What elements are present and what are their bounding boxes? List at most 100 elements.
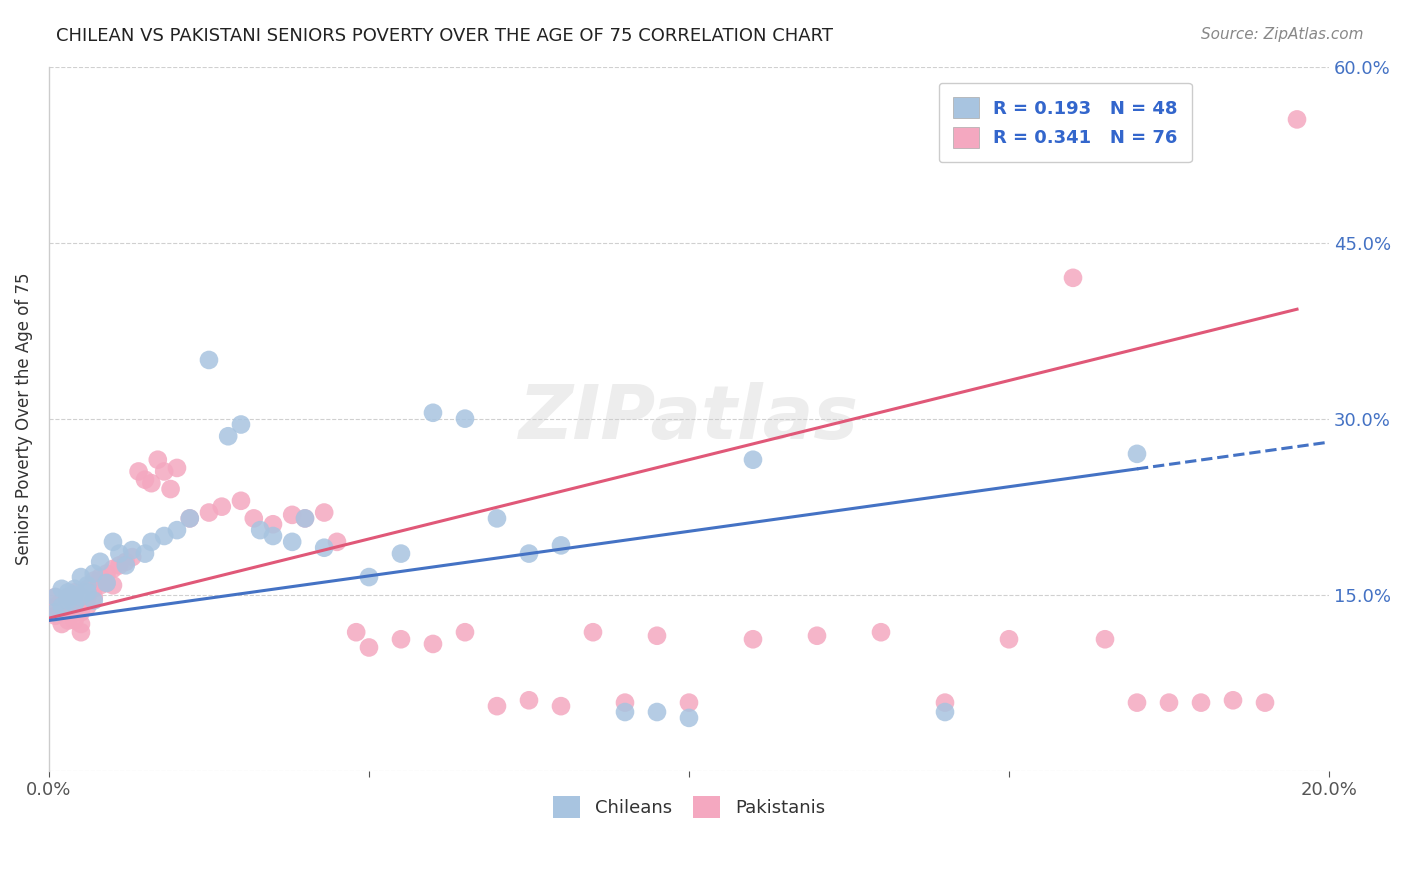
Point (96, 566, 118, 581)
Point (179, 511, 201, 525)
Point (63, 597, 86, 611)
Point (1126, 447, 1149, 461)
Point (870, 625, 893, 640)
Point (1254, 696, 1277, 710)
Point (645, 629, 668, 643)
Point (217, 429, 239, 443)
Point (83, 574, 105, 588)
Point (166, 523, 188, 537)
Point (153, 465, 176, 479)
Point (76, 578, 98, 592)
Point (742, 452, 765, 467)
Point (70, 617, 93, 632)
Y-axis label: Seniors Poverty Over the Age of 75: Seniors Poverty Over the Age of 75 (15, 272, 32, 565)
Point (517, 547, 540, 561)
Point (70, 570, 93, 584)
Point (159, 482, 181, 496)
Point (56, 585, 79, 599)
Point (56, 605, 79, 619)
Point (83, 593, 105, 607)
Point (454, 411, 477, 425)
Point (198, 506, 221, 520)
Point (1285, 112, 1308, 127)
Point (70, 590, 93, 604)
Point (141, 534, 163, 549)
Point (249, 523, 271, 537)
Point (1157, 696, 1180, 710)
Point (83, 566, 105, 581)
Point (96, 576, 118, 591)
Point (281, 534, 304, 549)
Point (51, 617, 73, 632)
Point (678, 711, 700, 725)
Point (63, 614, 86, 628)
Point (229, 493, 252, 508)
Point (422, 406, 444, 420)
Point (101, 562, 124, 576)
Point (229, 417, 252, 432)
Point (114, 558, 136, 573)
Point (1126, 696, 1149, 710)
Point (357, 570, 380, 584)
Point (1062, 270, 1084, 285)
Point (56, 590, 79, 604)
Point (134, 473, 156, 487)
Point (108, 547, 131, 561)
Point (70, 597, 93, 611)
Point (44, 590, 66, 604)
Point (550, 699, 572, 714)
Point (389, 547, 412, 561)
Point (179, 511, 201, 525)
Point (485, 511, 508, 525)
Point (76, 585, 98, 599)
Point (121, 550, 143, 565)
Point (314, 541, 336, 555)
Point (83, 590, 105, 604)
Point (128, 465, 150, 479)
Point (326, 534, 349, 549)
Point (998, 632, 1021, 647)
Point (389, 632, 412, 647)
Point (70, 625, 93, 640)
Point (806, 629, 828, 643)
Point (56, 597, 79, 611)
Point (1222, 693, 1244, 707)
Point (645, 705, 668, 719)
Point (114, 555, 136, 569)
Point (281, 508, 304, 522)
Text: ZIPatlas: ZIPatlas (519, 382, 859, 455)
Point (614, 696, 637, 710)
Point (56, 614, 79, 628)
Point (146, 452, 169, 467)
Point (262, 517, 284, 532)
Point (101, 534, 124, 549)
Point (211, 500, 233, 514)
Point (582, 625, 605, 640)
Legend: Chileans, Pakistanis: Chileans, Pakistanis (546, 789, 832, 825)
Point (51, 582, 73, 596)
Point (262, 529, 284, 543)
Point (76, 599, 98, 614)
Point (44, 590, 66, 604)
Point (1094, 632, 1116, 647)
Point (314, 506, 336, 520)
Point (934, 696, 956, 710)
Point (44, 608, 66, 623)
Point (294, 511, 316, 525)
Point (134, 547, 156, 561)
Point (1189, 696, 1212, 710)
Point (242, 511, 264, 525)
Point (76, 582, 98, 596)
Point (89, 578, 111, 592)
Point (56, 593, 79, 607)
Point (166, 461, 188, 475)
Point (63, 588, 86, 602)
Point (678, 696, 700, 710)
Point (141, 476, 163, 491)
Point (517, 693, 540, 707)
Point (70, 605, 93, 619)
Point (63, 585, 86, 599)
Point (51, 601, 73, 615)
Point (63, 593, 86, 607)
Point (63, 601, 86, 615)
